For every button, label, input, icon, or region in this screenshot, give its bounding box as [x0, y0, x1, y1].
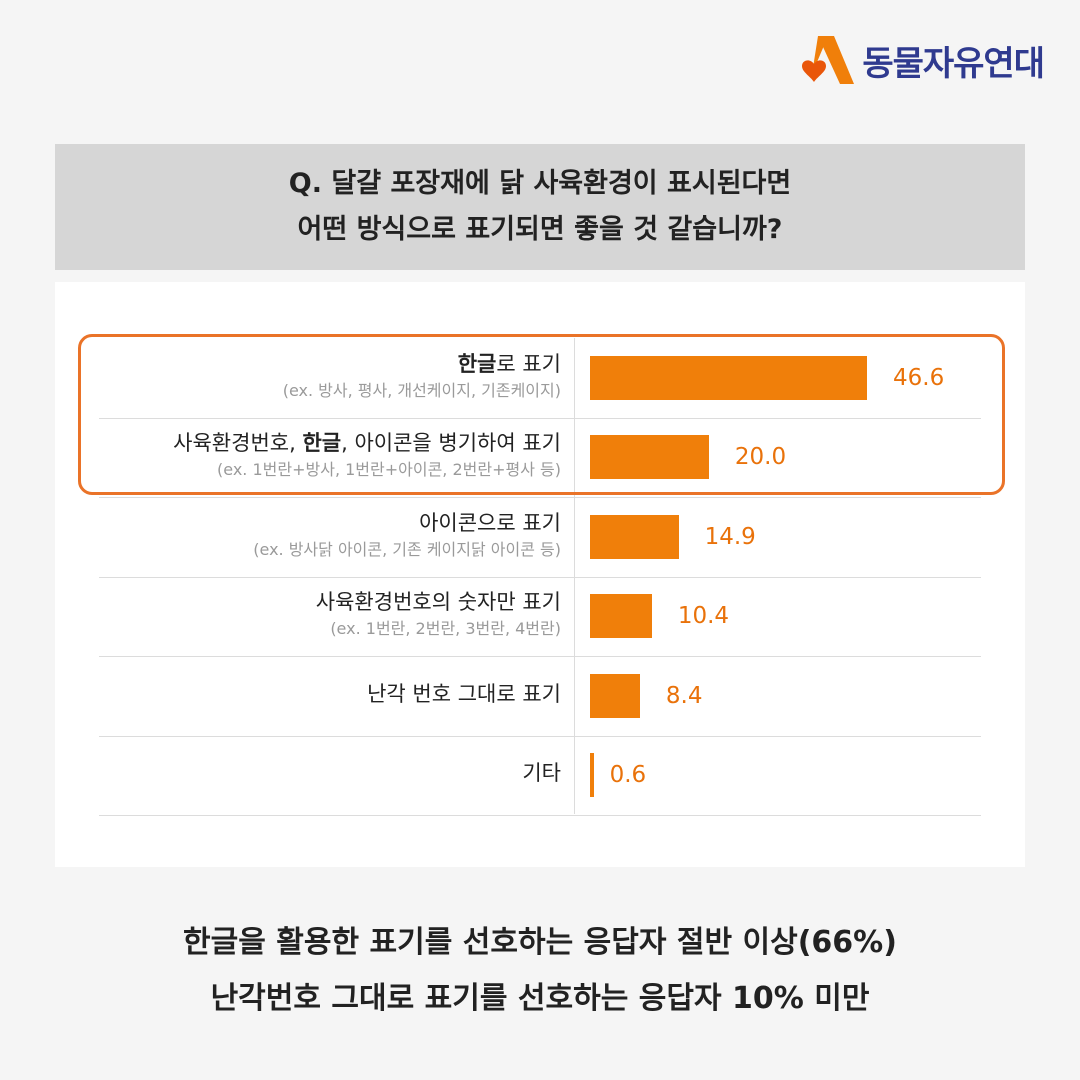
category-main-text: 사육환경번호, 한글, 아이콘을 병기하여 표기 — [95, 428, 561, 458]
value-label: 0.6 — [609, 762, 647, 789]
bar-2 — [590, 435, 709, 480]
value-label: 8.4 — [665, 682, 703, 709]
category-label: 기타 — [95, 758, 561, 788]
category-label: 사육환경번호의 숫자만 표기 (ex. 1번란, 2번란, 3번란, 4번란) — [95, 587, 561, 641]
bar-5 — [590, 673, 640, 718]
row-divider — [99, 497, 981, 498]
category-example-text: (ex. 방사, 평사, 개선케이지, 기존케이지) — [282, 380, 561, 400]
category-bold-text: 한글 — [457, 351, 497, 376]
row-divider — [99, 656, 981, 657]
category-post-text: , 아이콘을 병기하여 표기 — [341, 431, 561, 456]
summary: 한글을 활용한 표기를 선호하는 응답자 절반 이상(66%) 난각번호 그대로… — [0, 915, 1080, 1027]
category-label: 사육환경번호, 한글, 아이콘을 병기하여 표기 (ex. 1번란+방사, 1번란… — [95, 428, 561, 482]
category-main-text: 사육환경번호의 숫자만 표기 — [315, 590, 561, 615]
category-bold-text: 한글 — [302, 431, 342, 456]
question-header: Q. 달걀 포장재에 닭 사육환경이 표시된다면 어떤 방식으로 표기되면 좋을… — [55, 144, 1025, 270]
brand-logo: 동물자유연대 — [800, 34, 1045, 86]
category-example-text: (ex. 1번란+방사, 1번란+아이콘, 2번란+평사 등) — [217, 460, 561, 480]
summary-line-1: 한글을 활용한 표기를 선호하는 응답자 절반 이상(66%) — [183, 925, 897, 960]
category-example-text: (ex. 1번란, 2번란, 3번란, 4번란) — [330, 619, 561, 639]
value-label: 20.0 — [734, 444, 787, 471]
category-label: 한글로 표기 (ex. 방사, 평사, 개선케이지, 기존케이지) — [95, 349, 561, 403]
brand-logo-icon — [802, 36, 855, 84]
highlight-box — [78, 334, 1005, 495]
category-main-text: 난각 번호 그대로 표기 — [367, 681, 561, 706]
row-divider — [99, 417, 981, 419]
category-main-text: 기타 — [522, 761, 561, 786]
value-label: 14.9 — [704, 523, 756, 550]
category-example-text: (ex. 방사닭 아이콘, 기존 케이지닭 아이콘 등) — [253, 539, 561, 559]
value-label: 10.4 — [677, 603, 730, 630]
category-main-text: 한글로 표기 — [95, 349, 561, 379]
question-line-1: Q. 달걀 포장재에 닭 사육환경이 표시된다면 — [288, 168, 792, 199]
bar-6 — [590, 753, 594, 798]
category-label: 난각 번호 그대로 표기 — [95, 679, 561, 709]
row-divider — [99, 815, 981, 816]
category-label: 아이콘으로 표기 (ex. 방사닭 아이콘, 기존 케이지닭 아이콘 등) — [95, 508, 561, 562]
row-divider — [99, 576, 981, 578]
bar-4 — [590, 594, 652, 639]
category-pre-text: 사육환경번호, — [173, 431, 303, 456]
question-line-2: 어떤 방식으로 표기되면 좋을 것 같습니까? — [297, 214, 783, 245]
value-label: 46.6 — [893, 364, 945, 391]
bar-1 — [590, 355, 867, 400]
category-rest-text: 로 표기 — [496, 351, 561, 376]
chart-axis-line — [574, 338, 575, 814]
category-main-text: 아이콘으로 표기 — [419, 510, 561, 535]
chart-panel: 한글로 표기 (ex. 방사, 평사, 개선케이지, 기존케이지) 46.6 사육환경… — [55, 282, 1025, 867]
bar-3 — [590, 514, 679, 559]
row-divider — [99, 735, 981, 737]
brand-name: 동물자유연대 — [862, 43, 1045, 84]
bar-chart: 한글로 표기 (ex. 방사, 평사, 개선케이지, 기존케이지) 46.6 사육환경… — [55, 282, 1025, 867]
summary-line-2: 난각번호 그대로 표기를 선호하는 응답자 10% 미만 — [210, 981, 870, 1016]
